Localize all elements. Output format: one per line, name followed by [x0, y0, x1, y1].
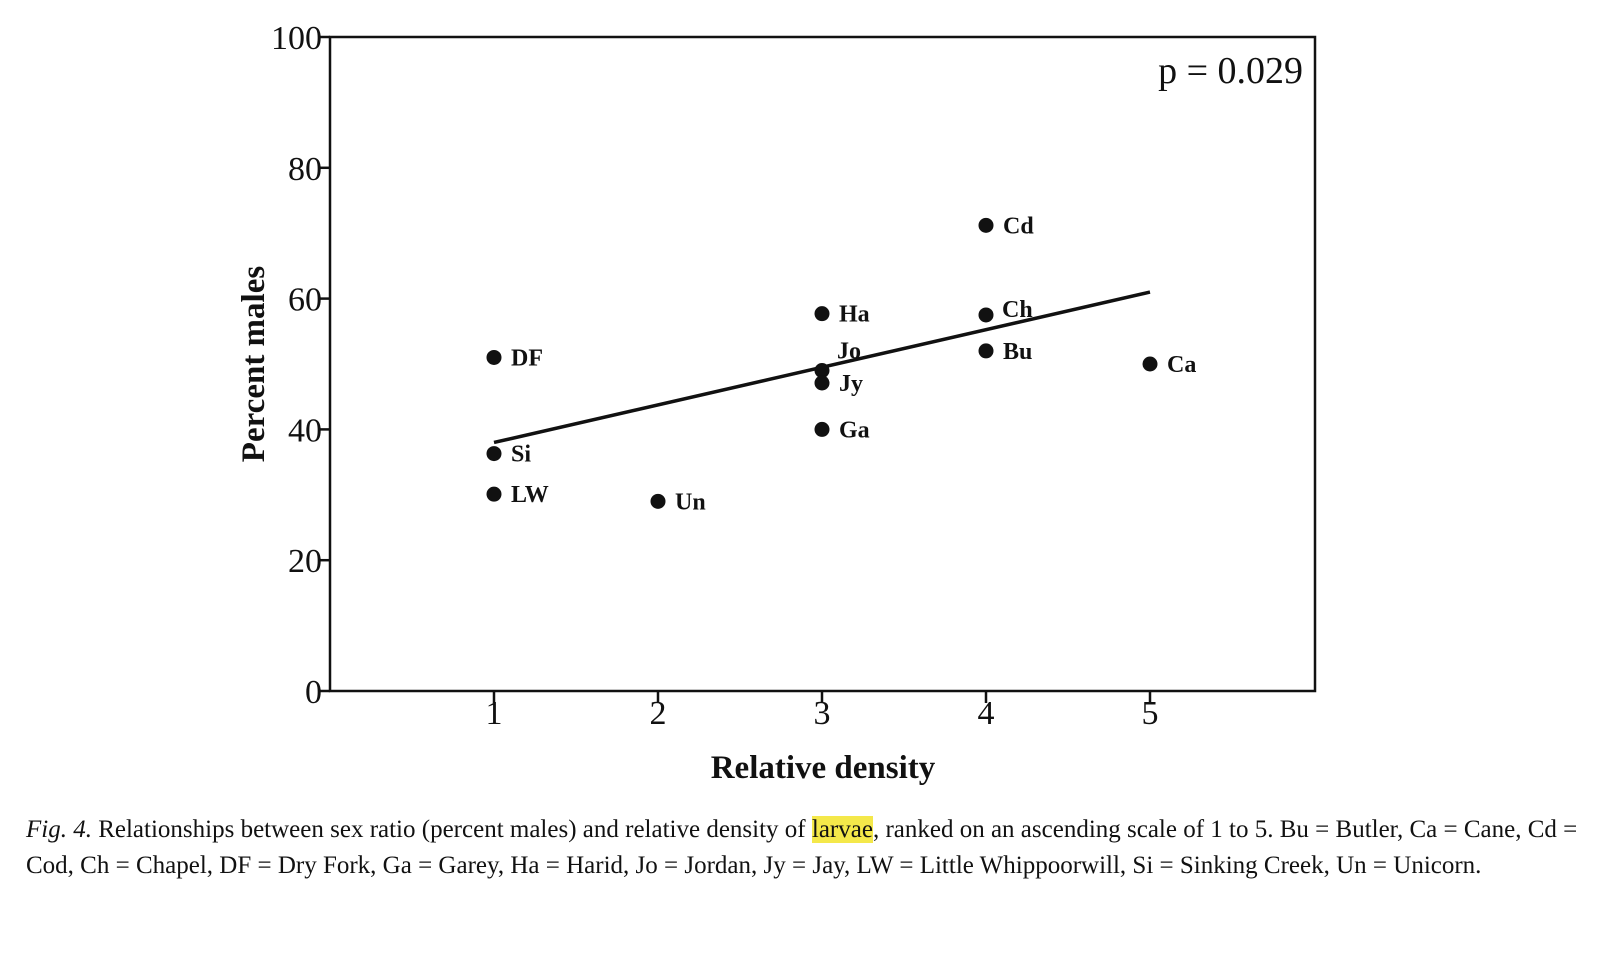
point-label-cd: Cd [1003, 213, 1034, 239]
point-label-ca: Ca [1167, 352, 1196, 378]
data-point-lw [486, 486, 502, 502]
point-label-jo: Jo [837, 339, 861, 365]
caption-text-after: , ranked on an ascending scale of 1 to 5… [26, 816, 1578, 879]
y-axis-label: Percent males [236, 266, 272, 463]
y-tick-label: 40 [288, 412, 322, 449]
data-point-si [486, 446, 502, 462]
point-label-ha: Ha [839, 302, 870, 328]
data-point-ch [978, 307, 994, 323]
data-point-ga [814, 421, 830, 437]
y-axis: 0 20 40 60 80 100 [271, 20, 330, 711]
data-point-bu [978, 343, 994, 359]
p-value-annotation: p = 0.029 [1158, 50, 1303, 92]
x-axis-label: Relative density [711, 750, 936, 786]
point-label-df: DF [511, 345, 543, 371]
x-tick-label: 4 [978, 695, 995, 732]
data-point-jy [814, 375, 830, 391]
x-tick-label: 1 [486, 695, 503, 732]
caption-highlight: larvae [811, 816, 873, 843]
data-point-df [486, 349, 502, 365]
point-label-ga: Ga [839, 417, 870, 443]
scatter-chart: 0 20 40 60 80 100 1 2 3 4 5 DF Si LW Un Ha Jo Jy Ga Cd Ch B… [236, 20, 1317, 786]
x-axis: 1 2 3 4 5 [486, 691, 1159, 732]
y-tick-label: 20 [288, 543, 322, 580]
x-tick-label: 5 [1142, 695, 1159, 732]
figure-caption: Fig. 4. Relationships between sex ratio … [26, 812, 1604, 884]
data-point-jo [814, 363, 830, 379]
caption-fig-label: Fig. 4. [26, 816, 92, 843]
y-tick-label: 60 [288, 282, 322, 319]
point-label-un: Un [675, 489, 706, 515]
x-tick-label: 3 [814, 695, 831, 732]
data-point-ha [814, 306, 830, 322]
caption-text-before: Relationships between sex ratio (percent… [91, 816, 812, 843]
data-points: DF Si LW Un Ha Jo Jy Ga Cd Ch Bu Ca [486, 213, 1196, 515]
y-tick-label: 100 [271, 20, 322, 57]
y-tick-label: 0 [305, 674, 322, 711]
point-label-si: Si [511, 442, 531, 468]
point-label-jy: Jy [839, 371, 863, 397]
point-label-bu: Bu [1003, 339, 1032, 365]
y-tick-label: 80 [288, 151, 322, 188]
x-tick-label: 2 [650, 695, 667, 732]
point-label-lw: LW [511, 482, 549, 508]
point-label-ch: Ch [1002, 297, 1033, 323]
data-point-cd [978, 217, 994, 233]
data-point-ca [1142, 356, 1158, 372]
data-point-un [650, 493, 666, 509]
